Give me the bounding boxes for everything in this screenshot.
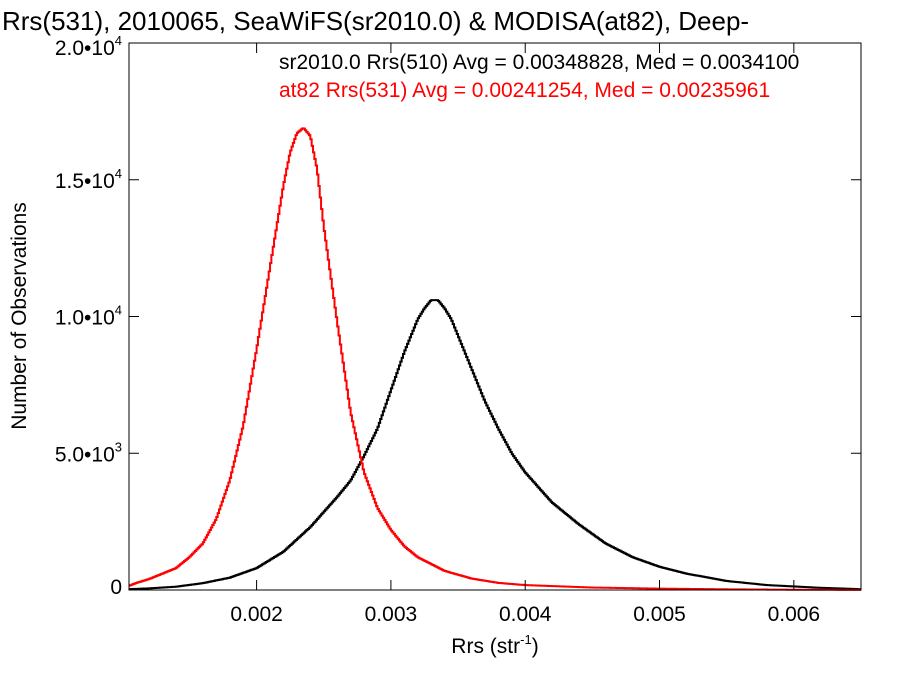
plot-frame (128, 42, 862, 591)
x-axis-label-main: Rrs (str (451, 635, 520, 658)
x-tick-label-5: 0.006 (768, 603, 821, 626)
y-tick-label-3: 1.0•104 (55, 303, 122, 330)
chart-title: Rrs(531), 2010065, SeaWiFS(sr2010.0) & M… (2, 6, 749, 36)
legend-entry-1: sr2010.0 Rrs(510) Avg = 0.00348828, Med … (279, 51, 799, 74)
x-axis-label-close: ) (532, 635, 539, 658)
y-tick-label-1: 0 (110, 576, 122, 599)
x-tick-label-4: 0.005 (633, 603, 686, 626)
y-tick-label-5: 2.0•104 (55, 33, 122, 60)
legend-entry-2: at82 Rrs(531) Avg = 0.00241254, Med = 0.… (279, 79, 770, 102)
y-axis-label: Number of Observations (8, 202, 31, 430)
x-axis-label-exponent: -1 (520, 632, 532, 647)
x-axis-label: Rrs (str-1) (451, 632, 538, 658)
series-line-1 (129, 299, 861, 591)
legend: sr2010.0 Rrs(510) Avg = 0.00348828, Med … (279, 51, 799, 102)
y-axis-ticks: 0 5.0•103 1.0•104 1.5•104 2.0•104 (55, 33, 861, 599)
series-line-2 (129, 127, 861, 591)
y-tick-label-2: 5.0•103 (55, 439, 122, 466)
plot-area (129, 127, 861, 591)
x-tick-label-2: 0.003 (365, 603, 418, 626)
x-tick-label-1: 0.002 (230, 603, 283, 626)
x-axis-ticks: 0.002 0.003 0.004 0.005 0.006 (230, 43, 820, 626)
y-tick-label-4: 1.5•104 (55, 166, 122, 193)
x-tick-label-3: 0.004 (499, 603, 552, 626)
